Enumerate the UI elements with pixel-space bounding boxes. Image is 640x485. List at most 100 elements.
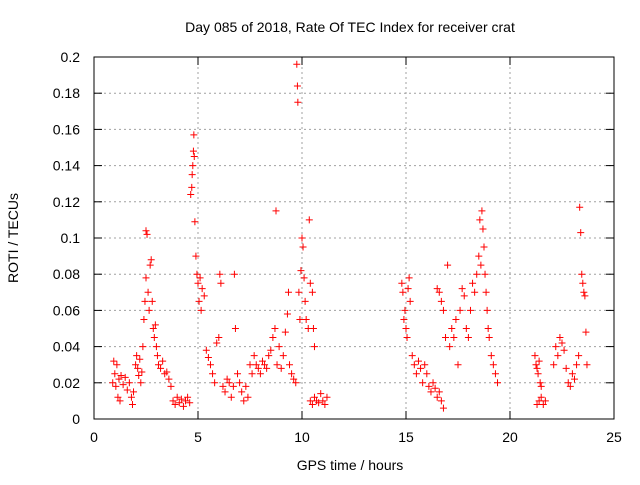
x-tick-label: 0	[90, 429, 98, 445]
chart-title: Day 085 of 2018, Rate Of TEC Index for r…	[185, 19, 515, 35]
data-point	[230, 270, 238, 278]
data-point	[219, 382, 227, 390]
data-point	[541, 397, 549, 405]
data-point	[146, 261, 154, 269]
data-point	[188, 171, 196, 179]
data-point	[298, 234, 306, 242]
y-tick-labels: 0 0.02 0.04 0.06 0.08 0.1 0.12 0.14 0.16 0.18 0.2	[53, 49, 80, 427]
data-point	[412, 370, 420, 378]
data-point	[252, 361, 260, 369]
data-point	[323, 393, 331, 401]
data-point	[284, 288, 292, 296]
data-point	[305, 216, 313, 224]
data-point	[419, 379, 427, 387]
data-point	[136, 355, 144, 363]
data-point	[400, 315, 408, 323]
y-tick-label: 0.1	[61, 230, 81, 246]
data-point	[115, 375, 123, 383]
data-point	[111, 370, 119, 378]
y-tick-label: 0.06	[53, 302, 80, 318]
data-point	[402, 325, 410, 332]
data-point	[483, 306, 491, 314]
y-tick-label: 0.08	[53, 266, 80, 282]
data-point	[271, 325, 279, 332]
data-point	[159, 357, 167, 365]
data-point	[135, 372, 143, 380]
data-point	[188, 183, 196, 191]
data-point	[272, 207, 280, 215]
data-point	[134, 364, 142, 372]
data-point	[198, 285, 206, 293]
y-tick-label: 0.04	[53, 339, 80, 355]
data-point	[536, 379, 544, 387]
data-point	[209, 370, 217, 378]
y-tick-label: 0.16	[53, 121, 80, 137]
data-point	[433, 393, 441, 401]
data-point	[293, 82, 301, 90]
x-tick-label: 15	[398, 429, 414, 445]
data-point	[292, 379, 300, 387]
data-point	[299, 243, 307, 251]
data-point	[140, 315, 148, 323]
data-point	[442, 334, 450, 342]
data-point	[109, 379, 117, 387]
data-point	[186, 399, 194, 407]
data-point	[281, 328, 289, 336]
data-point	[494, 379, 502, 387]
data-point	[125, 379, 133, 387]
data-point	[487, 352, 495, 360]
data-point	[401, 306, 409, 314]
data-point	[123, 386, 131, 394]
data-point	[537, 393, 545, 401]
data-point	[137, 379, 145, 387]
data-point	[154, 361, 162, 369]
data-point	[191, 218, 199, 226]
data-point	[175, 399, 183, 407]
data-point	[417, 364, 425, 372]
data-point	[265, 352, 273, 360]
data-point	[273, 361, 281, 369]
x-tick-label: 10	[294, 429, 310, 445]
data-point	[288, 370, 296, 378]
data-point	[258, 357, 266, 365]
y-tick-label: 0.2	[61, 49, 81, 65]
data-point	[145, 306, 153, 314]
data-point	[157, 364, 165, 372]
data-point	[532, 361, 540, 369]
data-point	[489, 361, 497, 369]
data-point	[456, 306, 464, 314]
data-point	[310, 393, 318, 401]
data-point	[464, 334, 472, 342]
data-point	[269, 334, 277, 342]
data-point	[149, 325, 157, 332]
data-point	[471, 288, 479, 296]
data-point	[560, 346, 568, 354]
data-point	[308, 401, 316, 409]
data-point	[473, 270, 481, 278]
data-point	[165, 375, 173, 383]
data-point	[294, 98, 302, 106]
data-point	[127, 393, 135, 401]
data-point	[482, 288, 490, 296]
data-point	[171, 401, 179, 409]
data-point	[169, 397, 177, 405]
data-point	[564, 379, 572, 387]
data-point	[552, 343, 560, 351]
data-point	[578, 270, 586, 278]
data-point	[306, 397, 314, 405]
data-point	[319, 397, 327, 405]
data-point	[202, 346, 210, 354]
data-point	[554, 352, 562, 360]
data-point	[306, 279, 314, 287]
data-point	[279, 352, 287, 360]
data-point	[277, 364, 285, 372]
y-tick-label: 0.18	[53, 85, 80, 101]
data-point	[484, 325, 492, 332]
data-point	[296, 315, 304, 323]
data-point	[190, 153, 198, 161]
x-tick-label: 25	[606, 429, 622, 445]
data-point	[150, 334, 158, 342]
data-point	[533, 401, 541, 409]
data-point	[404, 285, 412, 293]
